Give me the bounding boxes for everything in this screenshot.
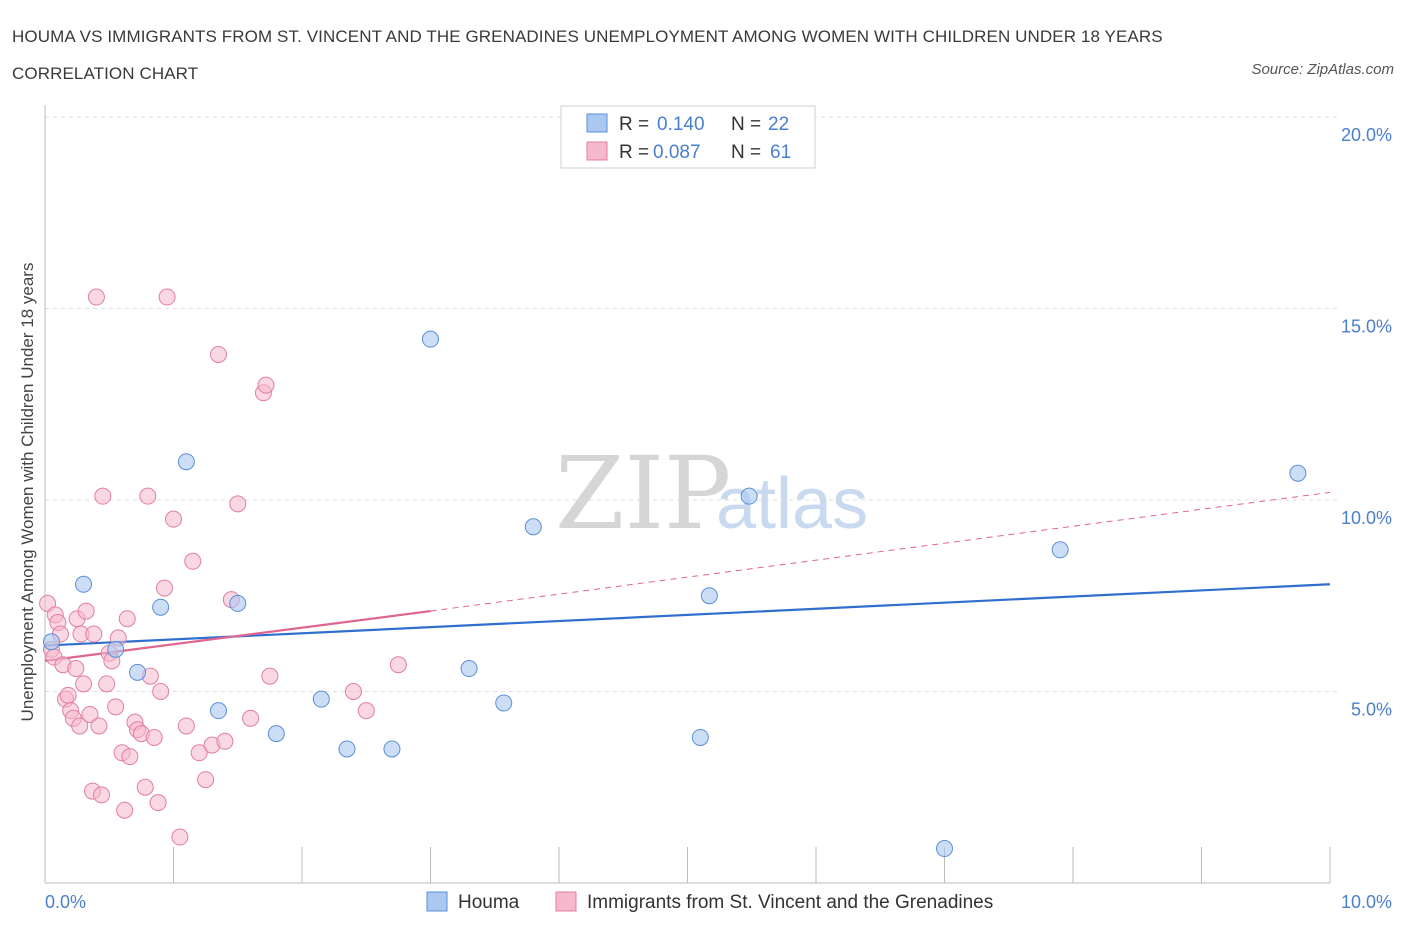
point-houma-3: [129, 663, 147, 681]
point-immigrants-51: [209, 345, 227, 363]
legend-r-label-houma: R =: [619, 114, 649, 135]
point-houma-21: [1289, 464, 1307, 482]
point-houma-5: [177, 453, 195, 471]
bottom-legend-swatch-houma: [426, 891, 448, 912]
chart-title: HOUMA VS IMMIGRANTS FROM ST. VINCENT AND…: [12, 27, 1163, 83]
point-immigrants-48: [190, 744, 208, 762]
point-immigrants-39: [145, 728, 163, 746]
point-immigrants-32: [121, 748, 139, 766]
point-houma-4: [152, 598, 170, 616]
point-immigrants-45: [171, 828, 189, 846]
point-immigrants-60: [357, 702, 375, 720]
point-immigrants-52: [216, 732, 234, 750]
legend-n-label-houma: N =: [731, 114, 761, 135]
point-houma-16: [691, 728, 709, 746]
point-immigrants-57: [257, 376, 275, 394]
point-immigrants-44: [165, 510, 182, 528]
legend-box: R = 0.140 N = 22 R = 0.087 N = 61: [560, 105, 816, 169]
point-houma-18: [740, 487, 758, 505]
point-immigrants-37: [139, 487, 157, 505]
point-houma-6: [209, 702, 227, 720]
point-houma-9: [312, 690, 330, 708]
point-immigrants-43: [158, 288, 176, 306]
point-immigrants-22: [93, 786, 111, 804]
bottom-legend: Houma Immigrants from St. Vincent and th…: [426, 891, 993, 913]
point-immigrants-17: [81, 705, 99, 723]
source-label: Source: ZipAtlas.com: [1251, 61, 1394, 78]
tick-labels: 5.0% 10.0% 15.0% 20.0% 0.0% 10.0%: [45, 125, 1392, 912]
point-houma-0: [42, 633, 60, 651]
point-immigrants-20: [87, 288, 105, 306]
series-houma-points: [42, 330, 1307, 858]
point-houma-2: [107, 640, 125, 658]
point-immigrants-55: [242, 709, 260, 727]
point-immigrants-42: [156, 579, 174, 597]
trend-line-immigrants-dashed: [430, 491, 1331, 612]
axes: [44, 105, 1331, 884]
series-immigrants-points: [39, 288, 407, 846]
point-houma-10: [338, 740, 356, 758]
legend-n-label-immigrants: N =: [731, 142, 761, 163]
point-immigrants-40: [149, 794, 167, 812]
point-immigrants-41: [152, 683, 170, 700]
legend-n-value-immigrants: 61: [770, 142, 791, 163]
point-houma-17: [700, 587, 718, 605]
y-tick-label-1: 10.0%: [1341, 508, 1392, 528]
legend-r-value-houma: 0.140: [657, 114, 705, 135]
point-immigrants-36: [136, 778, 154, 796]
point-houma-1: [75, 575, 93, 593]
y-tick-label-0: 5.0%: [1351, 700, 1392, 720]
point-immigrants-59: [344, 683, 362, 700]
bottom-legend-swatch-immigrants: [555, 891, 577, 912]
legend-r-value-immigrants: 0.087: [653, 142, 701, 163]
point-immigrants-8: [59, 686, 77, 704]
point-immigrants-31: [118, 610, 136, 628]
bottom-legend-label-immigrants: Immigrants from St. Vincent and the Gren…: [587, 892, 993, 913]
point-immigrants-27: [107, 698, 125, 716]
y-axis-label: Unemployment Among Women with Children U…: [18, 263, 37, 722]
point-houma-7: [229, 594, 247, 612]
point-houma-11: [383, 740, 401, 758]
point-immigrants-49: [197, 771, 215, 789]
point-immigrants-61: [389, 656, 407, 674]
legend-swatch-immigrants: [586, 141, 608, 161]
point-houma-19: [936, 840, 953, 858]
y-tick-label-2: 15.0%: [1341, 317, 1392, 337]
point-houma-14: [495, 694, 513, 712]
point-immigrants-15: [75, 675, 93, 693]
point-immigrants-23: [94, 487, 112, 505]
point-immigrants-54: [229, 495, 247, 513]
trend-line-houma: [44, 583, 1331, 647]
watermark-atlas: atlas: [716, 464, 868, 544]
point-houma-12: [422, 330, 439, 348]
point-immigrants-16: [77, 602, 95, 620]
point-immigrants-58: [261, 667, 279, 685]
point-houma-8: [267, 725, 285, 743]
legend-swatch-houma: [586, 113, 608, 133]
watermark-zip: ZIP: [555, 435, 731, 552]
watermark: ZIP atlas: [555, 435, 868, 552]
point-houma-20: [1051, 541, 1069, 559]
x-tick-label-0: 0.0%: [45, 892, 86, 912]
point-immigrants-46: [177, 717, 195, 735]
legend-r-label-immigrants: R =: [619, 142, 649, 163]
y-tick-label-3: 20.0%: [1341, 125, 1392, 145]
point-houma-13: [460, 660, 478, 678]
point-immigrants-19: [85, 625, 103, 643]
x-tick-label-1: 10.0%: [1341, 892, 1392, 912]
point-immigrants-30: [116, 801, 134, 819]
point-immigrants-24: [98, 675, 116, 693]
bottom-legend-label-houma: Houma: [458, 892, 520, 913]
point-houma-15: [524, 518, 542, 536]
point-immigrants-47: [184, 552, 202, 570]
legend-n-value-houma: 22: [768, 114, 789, 135]
point-immigrants-21: [90, 717, 108, 735]
point-immigrants-11: [67, 660, 85, 678]
point-immigrants-13: [71, 717, 89, 735]
